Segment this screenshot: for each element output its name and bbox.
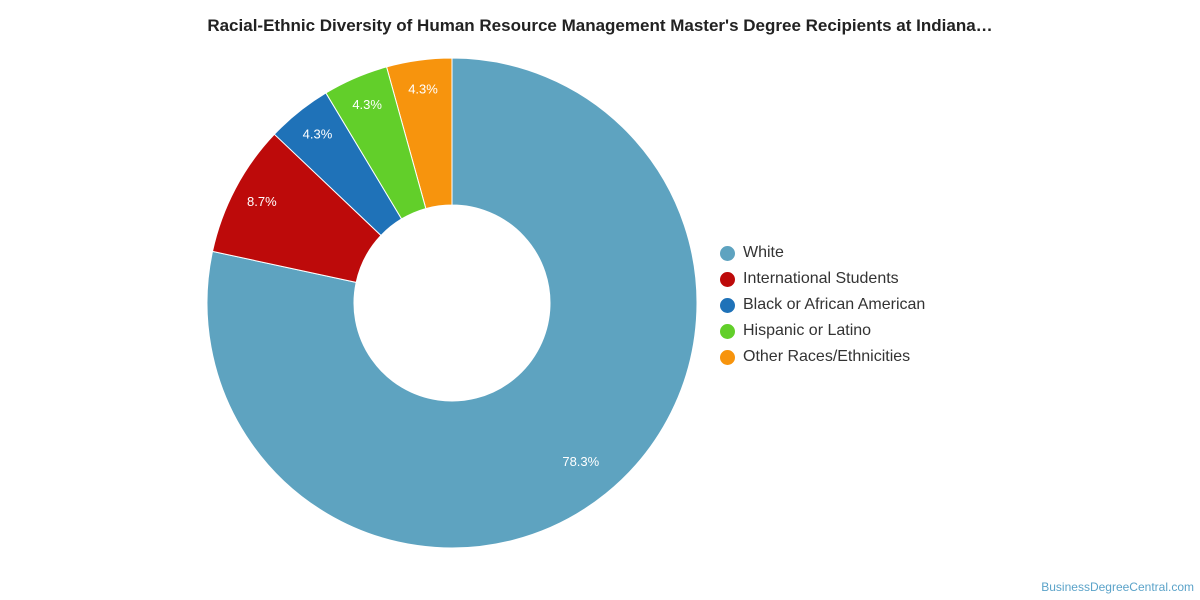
slice-other-races-ethnicities[interactable] [385, 57, 453, 210]
legend-item-white[interactable]: White [720, 240, 925, 266]
data-label-white: 78.3% [562, 454, 599, 469]
site-credit[interactable]: BusinessDegreeCentral.com [1041, 580, 1194, 594]
data-label-hispanic-or-latino: 4.3% [352, 97, 382, 112]
legend-item-black-or-african-american[interactable]: Black or African American [720, 292, 925, 318]
slice-white[interactable] [206, 57, 698, 549]
legend-label: Black or African American [743, 296, 926, 313]
legend-item-other-races-ethnicities[interactable]: Other Races/Ethnicities [720, 344, 925, 370]
legend-swatch-icon [720, 323, 735, 339]
legend-label: International Students [743, 270, 899, 287]
data-label-other-races-ethnicities: 4.3% [408, 81, 438, 96]
data-label-group: 78.3% 4.3% 4.3% 4.3% 8.7% [247, 81, 600, 469]
legend-label: Hispanic or Latino [743, 322, 872, 339]
legend-item-international-students[interactable]: International Students [720, 266, 925, 292]
data-label-international-students: 8.7% [247, 194, 277, 209]
legend-item-hispanic-or-latino[interactable]: Hispanic or Latino [720, 318, 925, 344]
legend-label: Other Races/Ethnicities [743, 348, 911, 365]
slice-hispanic-or-latino[interactable] [325, 66, 427, 220]
slice-black-or-african-american[interactable] [273, 92, 403, 237]
legend-swatch-icon [720, 297, 735, 313]
legend-swatch-icon [720, 245, 735, 261]
legend-swatch-icon [720, 271, 735, 287]
legend-label: White [743, 244, 784, 261]
slice-international-students[interactable] [211, 133, 382, 283]
slice-group [206, 57, 698, 549]
legend: White International Students Black or Afri… [720, 240, 925, 370]
data-label-black-or-african-american: 4.3% [303, 127, 333, 142]
chart-title: Racial-Ethnic Diversity of Human Resourc… [207, 16, 993, 35]
legend-swatch-icon [720, 349, 735, 365]
